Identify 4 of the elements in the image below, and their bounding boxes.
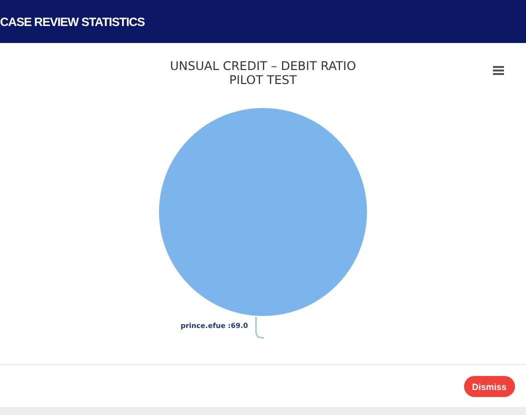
chart-subtitle: PILOT TEST bbox=[229, 73, 298, 87]
chart-title: UNSUAL CREDIT – DEBIT RATIO bbox=[170, 59, 356, 73]
text: CASE REVIEW STATISTICS bbox=[0, 14, 145, 28]
text: Dismiss bbox=[464, 376, 515, 397]
